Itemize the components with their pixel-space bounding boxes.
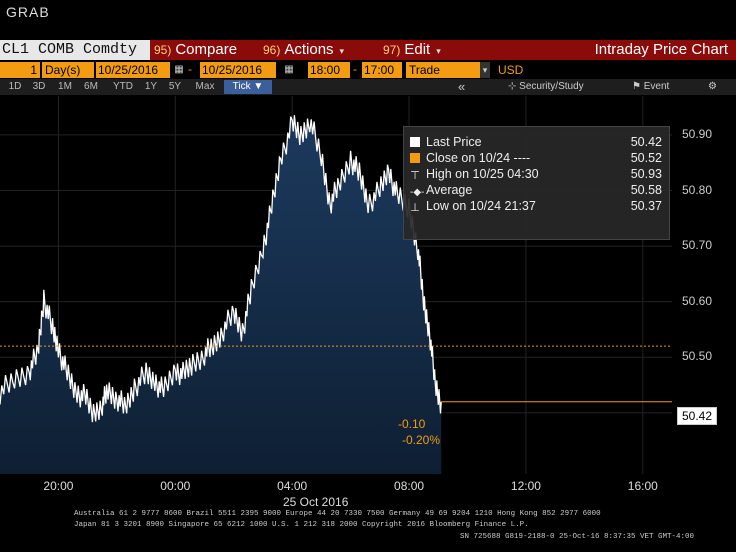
last-price-tag: 50.42 — [677, 407, 717, 425]
x-tick-label-2: 04:00 — [277, 479, 308, 493]
x-tick-label-1: 00:00 — [160, 479, 191, 493]
legend-low-label: Low on 10/24 21:37 — [426, 199, 536, 213]
legend-average-value: 50.58 — [630, 183, 662, 197]
compare-label: Compare — [175, 41, 238, 58]
high-marker-icon: ⊤ — [410, 170, 420, 182]
settings-icon[interactable]: ⚙ — [708, 81, 717, 92]
ticker-field[interactable]: CL1 COMB Comdty — [0, 40, 150, 60]
end-calendar-icon[interactable]: ▦ — [284, 64, 294, 75]
edit-dropdown-icon: ▾ — [436, 46, 441, 56]
range-button-1m[interactable]: 1M — [58, 81, 72, 92]
y-tick-label-4: 50.80 — [682, 182, 713, 197]
collapse-icon[interactable]: « — [458, 79, 466, 94]
start-time-input[interactable]: 18:00 — [308, 62, 350, 78]
y-tick-label-5: 50.90 — [682, 126, 713, 141]
compare-number: 95) — [154, 43, 172, 57]
y-tick-label-2: 50.60 — [682, 293, 713, 308]
end-time-input[interactable]: 17:00 — [362, 62, 402, 78]
footer-contacts-1: Australia 61 2 9777 8600 Brazil 5511 239… — [74, 510, 601, 518]
range-button-5y[interactable]: 5Y — [168, 81, 182, 92]
legend-low: ⊥ Low on 10/24 21:37 50.37 — [410, 198, 662, 214]
legend-last-value: 50.42 — [630, 135, 662, 149]
range-bar: 1D 3D 1M 6M YTD 1Y 5Y Max Tick ▼ « ⊹ Security/S… — [0, 79, 736, 95]
field-select[interactable]: Trade — [406, 62, 490, 78]
legend-average-label: Average — [426, 183, 473, 197]
range-button-1y[interactable]: 1Y — [144, 81, 158, 92]
average-marker-icon: -◆- — [410, 187, 425, 198]
time-separator: - — [353, 62, 357, 76]
edit-button[interactable]: 97) Edit ▾ — [383, 40, 441, 60]
tick-button[interactable]: Tick ▼ — [224, 80, 272, 94]
window-title: GRAB — [6, 4, 50, 20]
actions-button[interactable]: 96) Actions ▾ — [263, 40, 344, 60]
legend-close: Close on 10/24 ---- 50.52 — [410, 150, 662, 166]
date-label: 25 Oct 2016 — [283, 495, 349, 509]
y-tick-label-1: 50.50 — [682, 349, 713, 364]
tick-label: Tick — [232, 81, 251, 92]
end-date-input[interactable]: 10/25/2016 — [200, 62, 276, 78]
footer-serial: SN 725688 G819-2188-0 25-Oct-16 8:37:35 … — [460, 533, 695, 541]
x-tick-label-4: 12:00 — [510, 479, 541, 493]
flag-icon: ⚑ — [632, 81, 641, 92]
low-marker-icon: ⊥ — [410, 202, 420, 214]
close-swatch — [410, 153, 420, 163]
x-axis: 20:00 00:00 04:00 08:00 12:00 16:00 — [0, 474, 672, 504]
field-dropdown-icon[interactable]: ▾ — [480, 62, 490, 78]
last-price-swatch — [410, 137, 420, 147]
actions-dropdown-icon: ▾ — [339, 46, 345, 56]
crosshair-icon: ⊹ — [508, 81, 517, 92]
event-button[interactable]: ⚑ Event — [632, 79, 669, 95]
range-button-6m[interactable]: 6M — [84, 81, 98, 92]
security-study-label: Security/Study — [519, 81, 584, 92]
security-study-button[interactable]: ⊹ Security/Study — [508, 79, 584, 95]
x-tick-label-3: 08:00 — [394, 479, 425, 493]
edit-number: 97) — [383, 43, 401, 57]
period-unit-select[interactable]: Day(s) — [42, 62, 94, 78]
legend-low-value: 50.37 — [630, 199, 662, 213]
legend-last-label: Last Price — [426, 135, 482, 149]
range-button-ytd[interactable]: YTD — [113, 81, 133, 92]
y-tick-label-3: 50.70 — [682, 238, 713, 253]
price-line — [0, 115, 442, 423]
x-tick-label-0: 20:00 — [43, 479, 74, 493]
legend-last-price: Last Price 50.42 — [410, 134, 662, 150]
legend: Last Price 50.42 Close on 10/24 ---- 50.… — [403, 126, 670, 240]
change-annotation: -0.10 — [398, 417, 426, 431]
change-pct-annotation: -0.20% — [402, 433, 441, 447]
range-button-3d[interactable]: 3D — [32, 81, 46, 92]
legend-average: -◆- Average 50.58 — [410, 182, 662, 198]
legend-high-label: High on 10/25 04:30 — [426, 167, 539, 181]
legend-high-value: 50.93 — [630, 167, 662, 181]
compare-button[interactable]: 95) Compare — [154, 40, 237, 60]
edit-label: Edit — [404, 41, 431, 58]
price-area — [0, 115, 442, 474]
header-bar: CL1 COMB Comdty 95) Compare 96) Actions ▾ 9… — [0, 40, 736, 60]
currency-label[interactable]: USD — [498, 63, 524, 77]
legend-close-value: 50.52 — [630, 151, 662, 165]
page-title: Intraday Price Chart — [594, 41, 728, 58]
range-button-max[interactable]: Max — [195, 81, 215, 92]
x-tick-label-5: 16:00 — [627, 479, 658, 493]
actions-number: 96) — [263, 43, 281, 57]
controls-bar: 1 Day(s) 10/25/2016 ▦ - 10/25/2016 ▦ 18:… — [0, 61, 736, 79]
legend-high: ⊤ High on 10/25 04:30 50.93 — [410, 166, 662, 182]
event-label: Event — [643, 81, 670, 92]
footer-contacts-2: Japan 81 3 3201 8900 Singapore 65 6212 1… — [74, 521, 529, 529]
date-separator: - — [188, 62, 192, 76]
legend-close-label: Close on 10/24 ---- — [426, 151, 531, 165]
start-calendar-icon[interactable]: ▦ — [174, 64, 184, 75]
actions-label: Actions — [284, 41, 334, 58]
period-count-input[interactable]: 1 — [0, 62, 40, 78]
start-date-input[interactable]: 10/25/2016 — [96, 62, 170, 78]
range-button-1d[interactable]: 1D — [8, 81, 22, 92]
